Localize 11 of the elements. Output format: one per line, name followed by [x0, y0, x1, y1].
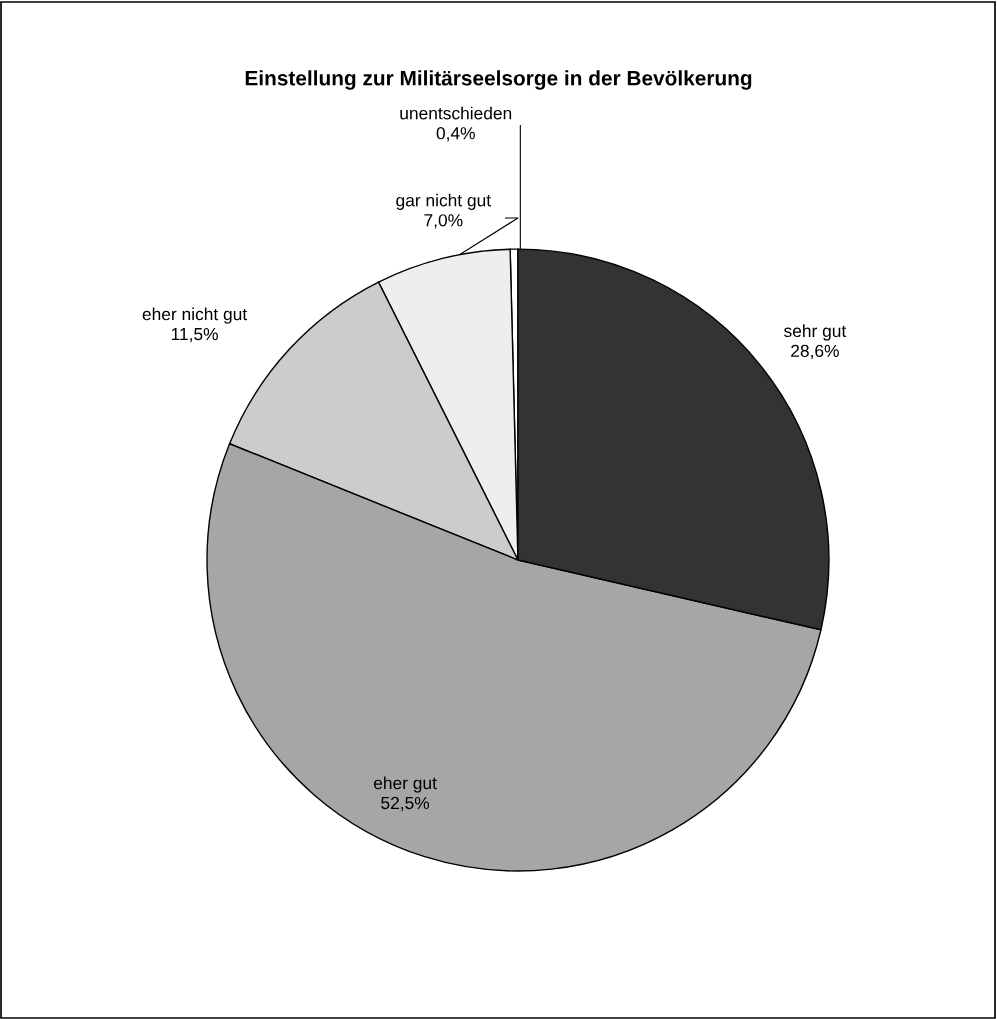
chart-title: Einstellung zur Militärseelsorge in der Bevölkerung	[245, 70, 752, 90]
data-label: 0,4%	[436, 127, 475, 142]
slice-label: sehr gut	[784, 324, 847, 341]
data-label: 52,5%	[381, 796, 430, 812]
data-label: 28,6%	[791, 344, 839, 360]
data-label: 11,5%	[171, 328, 218, 343]
slice-label: unentschieden	[400, 106, 512, 120]
data-label: 7,0%	[424, 214, 463, 229]
slice-label: eher gut	[373, 776, 437, 793]
slice-label: eher nicht gut	[142, 307, 248, 324]
slice-label: gar nicht gut	[396, 193, 491, 210]
